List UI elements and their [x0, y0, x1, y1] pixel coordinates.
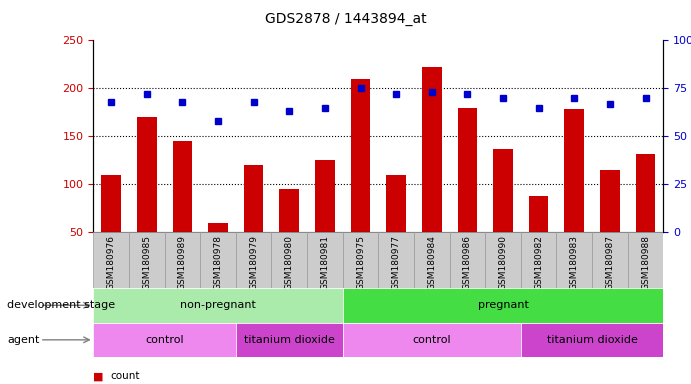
Text: GSM180983: GSM180983: [570, 235, 579, 290]
Bar: [600, 170, 620, 232]
Bar: [236, 323, 343, 357]
Bar: [592, 232, 627, 288]
Bar: [521, 323, 663, 357]
Bar: [129, 232, 164, 288]
Bar: [379, 232, 414, 288]
Text: titanium dioxide: titanium dioxide: [244, 335, 334, 345]
Bar: [200, 232, 236, 288]
Text: GSM180985: GSM180985: [142, 235, 151, 290]
Text: GSM180977: GSM180977: [392, 235, 401, 290]
Bar: [422, 67, 442, 232]
Bar: [173, 141, 192, 232]
Bar: [93, 323, 236, 357]
Text: GSM180979: GSM180979: [249, 235, 258, 290]
Bar: [244, 165, 263, 232]
Bar: [457, 108, 477, 232]
Bar: [351, 79, 370, 232]
Text: GSM180987: GSM180987: [605, 235, 614, 290]
Text: count: count: [111, 371, 140, 381]
Text: titanium dioxide: titanium dioxide: [547, 335, 638, 345]
Text: development stage: development stage: [7, 300, 115, 310]
Bar: [343, 288, 663, 323]
Text: GSM180981: GSM180981: [321, 235, 330, 290]
Bar: [414, 232, 450, 288]
Text: GSM180982: GSM180982: [534, 235, 543, 290]
Bar: [565, 109, 584, 232]
Bar: [307, 232, 343, 288]
Bar: [93, 288, 343, 323]
Text: control: control: [413, 335, 451, 345]
Bar: [636, 154, 655, 232]
Bar: [272, 232, 307, 288]
Text: GSM180988: GSM180988: [641, 235, 650, 290]
Bar: [556, 232, 592, 288]
Bar: [315, 161, 334, 232]
Bar: [236, 232, 272, 288]
Bar: [627, 232, 663, 288]
Bar: [450, 232, 485, 288]
Text: non-pregnant: non-pregnant: [180, 300, 256, 310]
Text: GSM180989: GSM180989: [178, 235, 187, 290]
Bar: [343, 232, 379, 288]
Bar: [279, 189, 299, 232]
Bar: [164, 232, 200, 288]
Text: GSM180976: GSM180976: [106, 235, 115, 290]
Text: pregnant: pregnant: [477, 300, 529, 310]
Bar: [208, 223, 228, 232]
Text: GSM180986: GSM180986: [463, 235, 472, 290]
Bar: [386, 175, 406, 232]
Text: GSM180978: GSM180978: [214, 235, 223, 290]
Bar: [529, 196, 549, 232]
Bar: [102, 175, 121, 232]
Bar: [93, 232, 129, 288]
Bar: [493, 149, 513, 232]
Text: agent: agent: [7, 335, 39, 345]
Text: GSM180980: GSM180980: [285, 235, 294, 290]
Text: ■: ■: [93, 371, 104, 381]
Text: GSM180975: GSM180975: [356, 235, 365, 290]
Bar: [485, 232, 521, 288]
Text: GDS2878 / 1443894_at: GDS2878 / 1443894_at: [265, 12, 426, 25]
Bar: [343, 323, 521, 357]
Text: GSM180984: GSM180984: [427, 235, 436, 290]
Bar: [137, 117, 157, 232]
Text: control: control: [145, 335, 184, 345]
Bar: [521, 232, 556, 288]
Text: GSM180990: GSM180990: [498, 235, 507, 290]
